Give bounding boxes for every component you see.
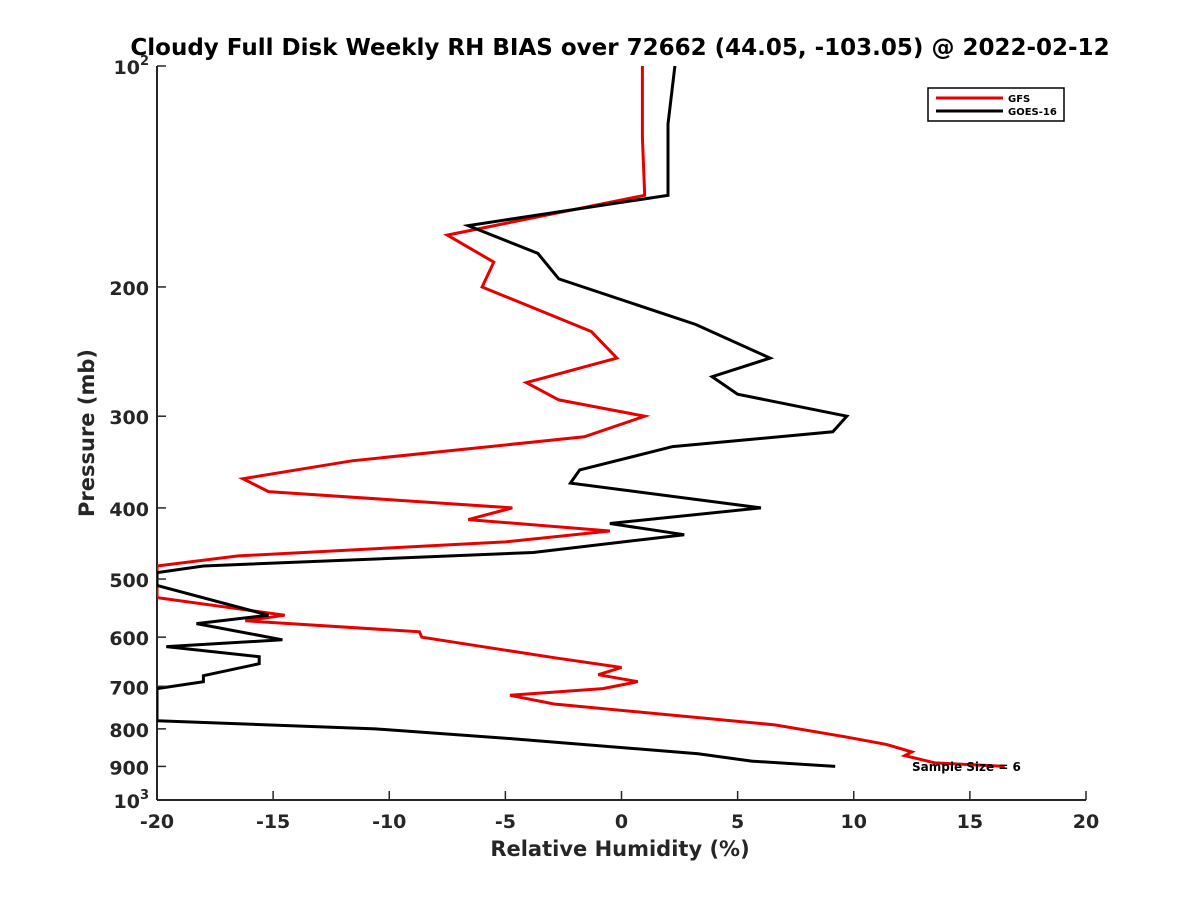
x-tick-label: 10 xyxy=(841,811,867,833)
chart-title: Cloudy Full Disk Weekly RH BIAS over 726… xyxy=(130,35,1109,61)
y-tick-label: 600 xyxy=(109,628,149,650)
sample-size-annotation: Sample Size = 6 xyxy=(912,760,1021,774)
y-axis-ticks: 102 200 300 400 500 600 700 800 900 103 xyxy=(109,54,166,813)
x-axis-ticks: -20 -15 -10 -5 0 5 10 15 20 xyxy=(140,791,1099,833)
x-tick-label: 0 xyxy=(615,811,628,833)
y-tick-label: 800 xyxy=(109,720,149,742)
x-axis-label: Relative Humidity (%) xyxy=(490,837,749,861)
legend-box xyxy=(927,87,1065,122)
x-tick-label: 20 xyxy=(1073,811,1099,833)
y-tick-label: 200 xyxy=(109,278,149,300)
series-line-gfs xyxy=(157,66,1005,768)
x-tick-label: 5 xyxy=(731,811,744,833)
x-tick-label: -10 xyxy=(372,811,406,833)
legend: GFS GOES-16 xyxy=(927,87,1065,122)
y-tick-label: 102 xyxy=(114,54,150,79)
x-tick-label: 15 xyxy=(957,811,983,833)
y-tick-label: 103 xyxy=(114,788,150,813)
x-tick-label: -5 xyxy=(495,811,516,833)
x-tick-label: -15 xyxy=(256,811,290,833)
series-lines xyxy=(157,66,1005,768)
y-tick-label: 700 xyxy=(109,677,149,699)
legend-label: GFS xyxy=(1008,94,1030,105)
y-tick-label: 500 xyxy=(109,570,149,592)
x-tick-label: -20 xyxy=(140,811,174,833)
y-tick-label: 900 xyxy=(109,757,149,779)
legend-label: GOES-16 xyxy=(1008,107,1057,118)
series-line-goes-16 xyxy=(157,66,850,768)
y-axis-label: Pressure (mb) xyxy=(75,349,99,517)
y-tick-label: 400 xyxy=(109,499,149,521)
y-tick-label: 300 xyxy=(109,407,149,429)
